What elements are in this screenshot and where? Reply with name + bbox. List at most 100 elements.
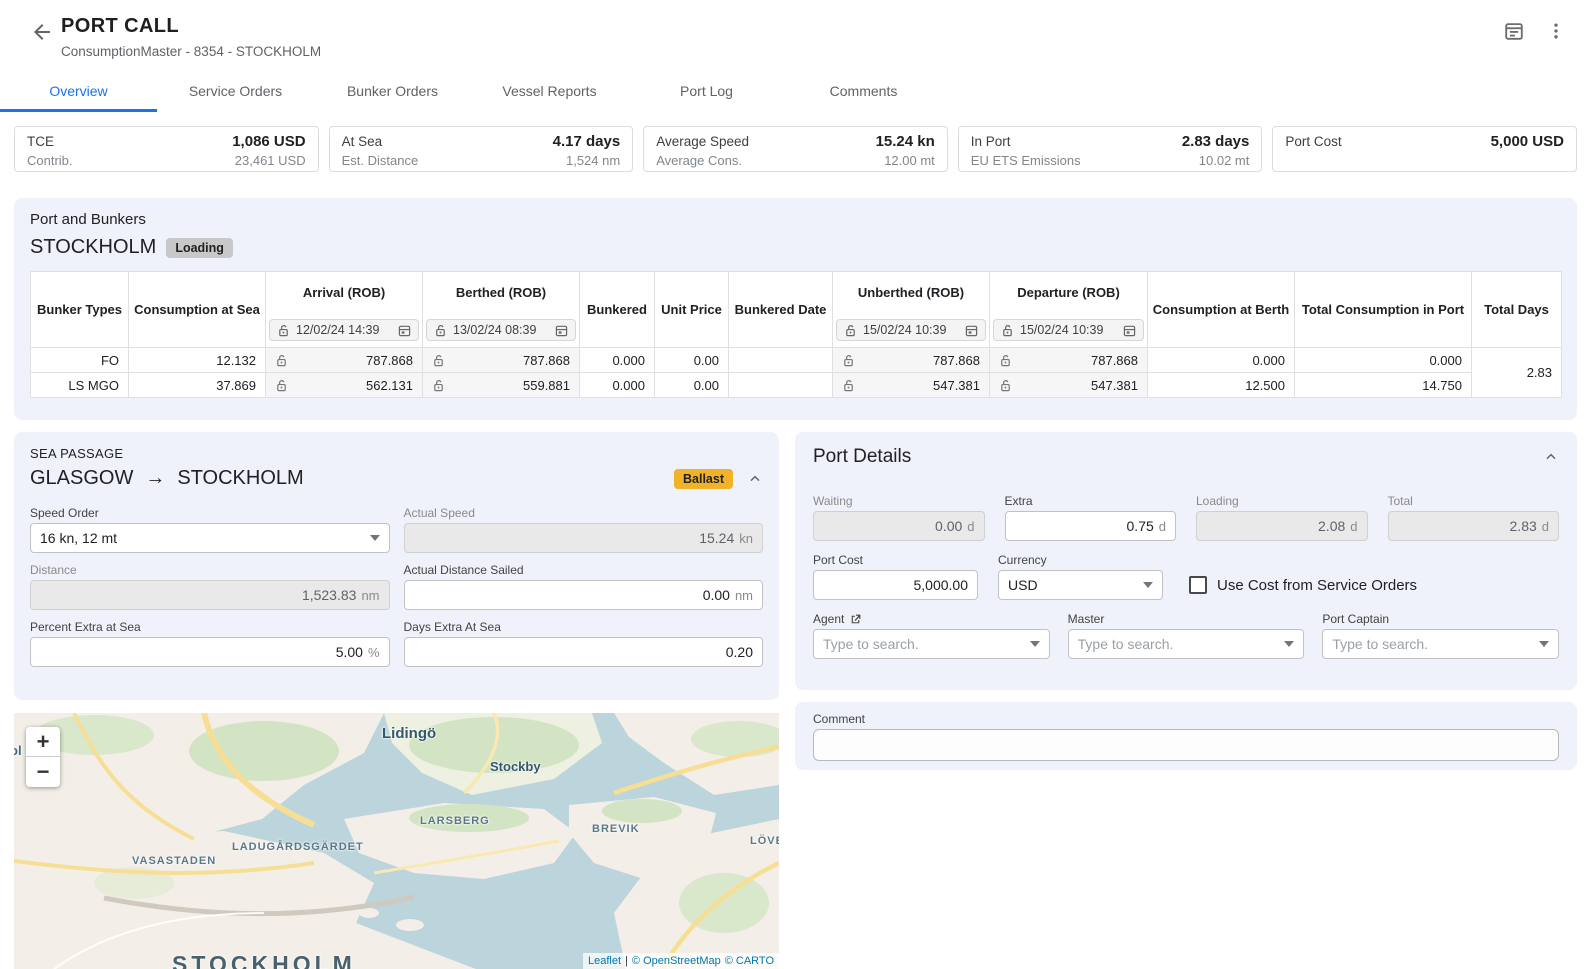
page-title: PORT CALL <box>61 15 179 38</box>
zoom-in-button[interactable]: + <box>26 727 60 757</box>
leaflet-link[interactable]: Leaflet <box>588 955 621 967</box>
port-captain-label: Port Captain <box>1322 612 1559 626</box>
table-row-fo: FO 12.132 787.868 787.868 0.000 0.00 787… <box>31 348 1562 373</box>
kpi-value: 1,086 USD <box>232 134 305 150</box>
unit-price[interactable]: 0.00 <box>655 373 729 398</box>
unberthed-rob-cell[interactable]: 787.868 <box>833 348 990 373</box>
col-departure-rob: Departure (ROB) <box>990 272 1148 314</box>
unberthed-rob-value: 547.381 <box>933 378 980 393</box>
speed-order-label: Speed Order <box>30 506 390 520</box>
arrival-rob-cell[interactable]: 787.868 <box>266 348 423 373</box>
lock-open-icon <box>434 324 447 337</box>
master-search-input[interactable] <box>1078 636 1285 652</box>
ballast-badge: Ballast <box>674 469 733 489</box>
bunkered[interactable]: 0.000 <box>580 373 655 398</box>
tab-bar: Overview Service Orders Bunker Orders Ve… <box>0 70 942 112</box>
status-badge: Loading <box>166 238 233 258</box>
departure-rob-value: 547.381 <box>1091 378 1138 393</box>
extra-field[interactable]: 0.75 d <box>1005 511 1177 541</box>
arrival-rob-cell[interactable]: 562.131 <box>266 373 423 398</box>
distance-label: Distance <box>30 563 390 577</box>
days-extra-at-sea-field[interactable]: 0.20 <box>404 637 764 667</box>
port-details-section: Port Details Waiting 0.00 d Extra 0.75 d… <box>795 432 1577 690</box>
external-link-icon[interactable] <box>849 613 862 626</box>
osm-link[interactable]: © OpenStreetMap <box>632 955 721 967</box>
use-cost-checkbox[interactable] <box>1189 576 1207 594</box>
bunkered-date[interactable] <box>729 348 833 373</box>
more-menu-button[interactable] <box>1543 18 1569 44</box>
chevron-down-icon <box>370 535 380 541</box>
col-total-consumption-in-port: Total Consumption in Port <box>1295 272 1472 348</box>
bunkered-date[interactable] <box>729 373 833 398</box>
bunkered[interactable]: 0.000 <box>580 348 655 373</box>
col-bunkered-date: Bunkered Date <box>729 272 833 348</box>
carto-link[interactable]: © CARTO <box>725 955 774 967</box>
tab-bunker-orders[interactable]: Bunker Orders <box>314 70 471 112</box>
arrival-date-picker[interactable]: 12/02/24 14:39 <box>269 319 419 341</box>
extra-unit: d <box>1159 519 1166 534</box>
comment-input[interactable] <box>813 729 1559 761</box>
tab-overview[interactable]: Overview <box>0 70 157 112</box>
extra-label: Extra <box>1005 494 1177 508</box>
tab-vessel-reports[interactable]: Vessel Reports <box>471 70 628 112</box>
lock-open-icon <box>275 354 288 367</box>
zoom-out-button[interactable]: − <box>26 757 60 787</box>
kebab-menu-icon <box>1546 21 1566 41</box>
calendar-icon <box>555 324 568 337</box>
actual-speed-label: Actual Speed <box>404 506 764 520</box>
unberthed-rob-value: 787.868 <box>933 353 980 368</box>
arrow-right-icon: → <box>145 467 165 490</box>
port-cost-field[interactable]: 5,000.00 <box>813 570 978 600</box>
agent-search-input[interactable] <box>823 636 1030 652</box>
departure-rob-cell[interactable]: 547.381 <box>990 373 1148 398</box>
tab-port-log[interactable]: Port Log <box>628 70 785 112</box>
tab-service-orders[interactable]: Service Orders <box>157 70 314 112</box>
percent-extra-at-sea-field[interactable]: 5.00 % <box>30 637 390 667</box>
bunker-type: FO <box>31 348 129 373</box>
kpi-subvalue: 12.00 mt <box>884 153 935 169</box>
port-captain-search-select[interactable] <box>1322 629 1559 659</box>
master-search-select[interactable] <box>1068 629 1305 659</box>
port-captain-search-input[interactable] <box>1332 636 1539 652</box>
berthed-rob-cell[interactable]: 559.881 <box>423 373 580 398</box>
col-total-days: Total Days <box>1472 272 1562 348</box>
actual-speed-unit: kn <box>739 531 753 546</box>
comment-label: Comment <box>813 712 1559 726</box>
kpi-sublabel: Contrib. <box>27 153 73 169</box>
kpi-in-port: In Port2.83 days EU ETS Emissions10.02 m… <box>958 126 1263 172</box>
chevron-up-icon[interactable] <box>1543 449 1559 465</box>
speed-order-value: 16 kn, 12 mt <box>40 530 117 546</box>
master-label: Master <box>1068 612 1305 626</box>
departure-rob-cell[interactable]: 787.868 <box>990 348 1148 373</box>
lock-open-icon <box>842 354 855 367</box>
attribution-separator: | <box>625 955 628 967</box>
kpi-value: 2.83 days <box>1182 134 1250 150</box>
kpi-label: At Sea <box>342 134 383 150</box>
chevron-up-icon[interactable] <box>747 471 763 487</box>
unberthed-rob-cell[interactable]: 547.381 <box>833 373 990 398</box>
loading-value: 2.08 <box>1318 518 1345 534</box>
unit-price[interactable]: 0.00 <box>655 348 729 373</box>
agent-search-select[interactable] <box>813 629 1050 659</box>
berthed-date-picker[interactable]: 13/02/24 08:39 <box>426 319 576 341</box>
kpi-value: 4.17 days <box>553 134 621 150</box>
chevron-down-icon <box>1284 641 1294 647</box>
kpi-value: 5,000 USD <box>1491 134 1564 150</box>
unberthed-date-picker[interactable]: 15/02/24 10:39 <box>836 319 986 341</box>
calendar-button[interactable] <box>1501 18 1527 44</box>
back-button[interactable] <box>30 20 54 44</box>
kpi-port-cost: Port Cost5,000 USD <box>1272 126 1577 172</box>
col-bunker-types: Bunker Types <box>31 272 129 348</box>
berthed-rob-cell[interactable]: 787.868 <box>423 348 580 373</box>
map-canvas[interactable]: ol Lidingö Stockby LARSBERG BREVIK LÖVBE… <box>14 713 779 969</box>
departure-rob-value: 787.868 <box>1091 353 1138 368</box>
tab-comments[interactable]: Comments <box>785 70 942 112</box>
departure-date-picker[interactable]: 15/02/24 10:39 <box>993 319 1144 341</box>
map-label-stockholm: STOCKHOLM <box>172 951 356 969</box>
actual-distance-sailed-field[interactable]: 0.00 nm <box>404 580 764 610</box>
speed-order-select[interactable]: 16 kn, 12 mt <box>30 523 390 553</box>
agent-label: Agent <box>813 612 844 626</box>
kpi-label: In Port <box>971 134 1011 150</box>
lock-open-icon <box>1001 324 1014 337</box>
currency-select[interactable]: USD <box>998 570 1163 600</box>
